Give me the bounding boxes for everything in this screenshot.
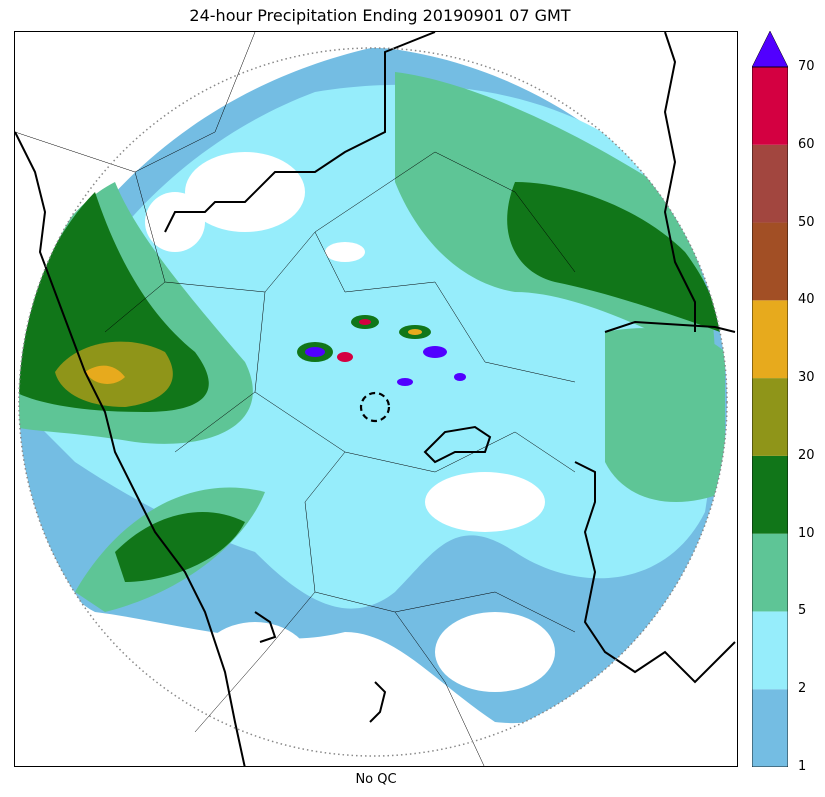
colorbar-tick-label: 40 [798, 292, 815, 308]
precip-band-10-20 [115, 512, 245, 582]
admin-boundaries [15, 32, 736, 766]
colorbar-tick-label: 2 [798, 681, 807, 697]
colorbar-tick-label: 70 [798, 59, 815, 74]
x-axis-label: No QC [355, 772, 397, 787]
colorbar [752, 31, 788, 767]
colorbar-tick-label: 60 [798, 136, 815, 152]
colorbar-tick-label: 20 [798, 447, 815, 463]
colorbar-segment [752, 689, 788, 767]
colorbar-tick-label: 1 [798, 759, 807, 774]
precipitation-field [19, 48, 727, 756]
convective-cells [297, 315, 466, 386]
no-precip-gaps [145, 152, 555, 756]
colorbar-tick-label: 5 [798, 603, 807, 619]
map-canvas [15, 32, 736, 766]
colorbar-over-triangle [752, 31, 788, 68]
colorbar-tick-label: 50 [798, 214, 815, 230]
colorbar-tick-label: 30 [798, 370, 815, 386]
colorbar-segment [752, 378, 788, 456]
precipitation-map [14, 31, 738, 767]
precip-band-5-10 [605, 328, 725, 502]
colorbar-segment [752, 222, 788, 301]
figure-title: 24-hour Precipitation Ending 20190901 07… [189, 6, 571, 25]
colorbar-segment [752, 144, 788, 223]
colorbar-segment [752, 611, 788, 690]
radar-range-ring [18, 47, 728, 757]
colorbar-segment [752, 533, 788, 612]
colorbar-segment [752, 300, 788, 379]
precip-band-10-20 [507, 182, 720, 332]
colorbar-segment [752, 67, 788, 145]
precip-band-30-40 [85, 365, 125, 384]
colorbar-segment [752, 455, 788, 534]
radar-site-ring [359, 391, 391, 423]
colorbar-tick-label: 10 [798, 525, 815, 541]
